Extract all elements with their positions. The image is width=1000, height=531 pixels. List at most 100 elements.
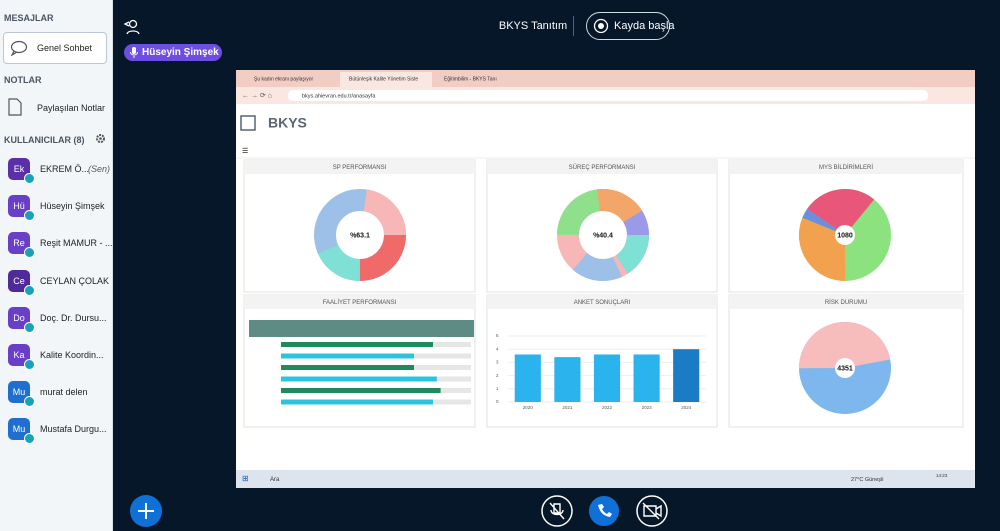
user-row[interactable]: Mu Mustafa Durgu...: [0, 414, 112, 445]
audio-button[interactable]: [589, 496, 619, 526]
user-name: Mustafa Durgu...: [40, 424, 107, 435]
surec-donut: [557, 189, 649, 281]
shared-notes[interactable]: Paylaşılan Notlar: [37, 103, 106, 113]
panel-header: [487, 295, 717, 309]
user-name: murat delen: [40, 387, 88, 398]
browser-tab: Şu kadın ekranı paylaşıyor: [254, 76, 314, 82]
x-tick-label: 2022: [602, 405, 613, 410]
status-badge: [24, 173, 35, 184]
user-row[interactable]: Mu murat delen: [0, 377, 112, 408]
url-field[interactable]: [288, 90, 928, 101]
risk-pie: [799, 322, 891, 414]
public-chat[interactable]: Genel Sohbet: [3, 32, 107, 64]
user-row[interactable]: Do Doç. Dr. Dursu...: [0, 303, 112, 333]
y-tick-label: 5: [496, 333, 499, 338]
status-badge: [24, 396, 35, 408]
panel-title: FAALİYET PERFORMANSI: [323, 299, 397, 306]
user-row[interactable]: Ek EKREM Ö... (Sen): [0, 154, 112, 184]
x-tick-label: 2024: [681, 405, 692, 410]
settings-icon[interactable]: [95, 133, 106, 144]
record-icon: [593, 18, 609, 34]
user-row[interactable]: Re Reşit MAMUR - ...: [0, 228, 113, 259]
slice: [799, 189, 891, 281]
sp-donut: [314, 189, 406, 281]
x-tick-label: 2021: [562, 405, 573, 410]
actions-button[interactable]: [130, 495, 162, 527]
hole: [835, 358, 855, 378]
user-suffix: (Sen): [88, 164, 111, 174]
record-button[interactable]: Kayda başla: [586, 12, 675, 40]
plus-icon: [138, 503, 154, 519]
y-tick-label: 2: [496, 373, 499, 378]
taskbar-search: Ara: [270, 477, 280, 483]
y-tick-label: 4: [496, 346, 499, 351]
hole: [588, 220, 618, 250]
y-tick-label: 1: [496, 386, 499, 391]
bar: [593, 354, 621, 402]
mute-button[interactable]: [541, 495, 573, 527]
row-bar: [281, 399, 433, 405]
row-bar: [281, 376, 437, 382]
notes-icon: [8, 98, 22, 116]
bar: [554, 357, 581, 402]
status-badge: [24, 433, 35, 445]
notes-title: NOTLAR: [4, 75, 42, 85]
user-name: Reşit MAMUR - ...: [40, 238, 113, 249]
x-tick-label: 2020: [523, 405, 534, 410]
user-row[interactable]: Hü Hüseyin Şimşek: [0, 191, 112, 222]
panel-title: SÜREÇ PERFORMANSI: [569, 164, 636, 171]
start-icon[interactable]: ⊞: [242, 474, 249, 483]
user-row[interactable]: Ka Kalite Koordin...: [0, 340, 112, 370]
panel-title: SP PERFORMANSI: [333, 165, 387, 171]
center-label: %63.1: [350, 232, 370, 239]
sidebar: MESAJLAR Genel Sohbet NOTLAR Paylaşılan …: [0, 0, 113, 531]
center-label: %40.4: [593, 232, 613, 239]
panel-header: [244, 160, 475, 174]
public-chat-label: Genel Sohbet: [37, 43, 93, 53]
panel-title: ANKET SONUÇLARI: [574, 300, 631, 306]
menu-icon: ☰: [242, 148, 248, 155]
row-bar: [281, 353, 414, 359]
bar: [633, 354, 660, 402]
panel-header: [729, 160, 963, 174]
anket-chart: 0 1 2 3 4 5 2020 2021 2022 2023 2024: [496, 333, 706, 410]
user-name: EKREM Ö...: [40, 164, 90, 174]
user-name: Kalite Koordin...: [40, 350, 104, 360]
leave-icon[interactable]: [124, 18, 142, 36]
hole: [345, 220, 375, 250]
record-label: Kayda başla: [614, 20, 675, 32]
nav-icons: ← → ⟳ ⌂: [242, 92, 272, 99]
chat-icon: [10, 40, 28, 56]
messages-title: MESAJLAR: [4, 13, 54, 23]
bar: [673, 349, 700, 402]
presenter-name: Hüseyin Şimşek: [142, 47, 219, 58]
weather: 27°C Güneşli: [851, 477, 883, 483]
panel-header: [729, 295, 963, 309]
logo-icon: [240, 115, 256, 131]
separator: [573, 16, 574, 36]
taskbar: [236, 470, 975, 488]
user-row[interactable]: Ce CEYLAN ÇOLAK: [0, 266, 112, 296]
y-tick-label: 0: [496, 399, 499, 404]
shared-screen: ← → ⟳ ⌂ BKYS ☰ SP PERFORMANSI SÜREÇ PERFO…: [236, 70, 975, 488]
panel-header: [487, 160, 717, 174]
camera-button[interactable]: [636, 495, 668, 527]
ring: [314, 189, 406, 281]
slice: [799, 322, 891, 414]
hole: [835, 225, 855, 245]
url: bkys.ahievran.edu.tr/anasayfa: [302, 93, 376, 99]
panel-title: MYS BİLDİRİMLERİ: [819, 164, 873, 171]
mys-pie: [799, 189, 891, 281]
users-title: KULLANICILAR (8): [4, 135, 85, 145]
row-bar: [281, 388, 441, 393]
active-tab: [340, 72, 432, 87]
ring: [557, 189, 649, 281]
user-name: CEYLAN ÇOLAK: [40, 275, 110, 286]
center-label: 4351: [837, 365, 853, 372]
user-name: Doç. Dr. Dursu...: [40, 312, 107, 323]
table-header: [249, 320, 474, 337]
browser-tab: Eğitimbilim - BKYS Tanı: [444, 76, 497, 82]
center-label: 1080: [837, 232, 853, 239]
meeting-title: BKYS Tanıtım: [498, 20, 568, 32]
